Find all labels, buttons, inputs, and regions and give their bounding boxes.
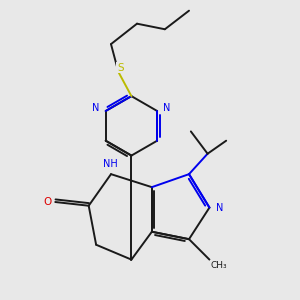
Text: S: S — [117, 62, 124, 73]
Text: O: O — [43, 197, 51, 207]
Text: NH: NH — [103, 159, 118, 169]
Text: N: N — [163, 103, 170, 113]
Text: N: N — [92, 103, 100, 113]
Text: N: N — [216, 202, 223, 213]
Text: CH₃: CH₃ — [211, 261, 227, 270]
